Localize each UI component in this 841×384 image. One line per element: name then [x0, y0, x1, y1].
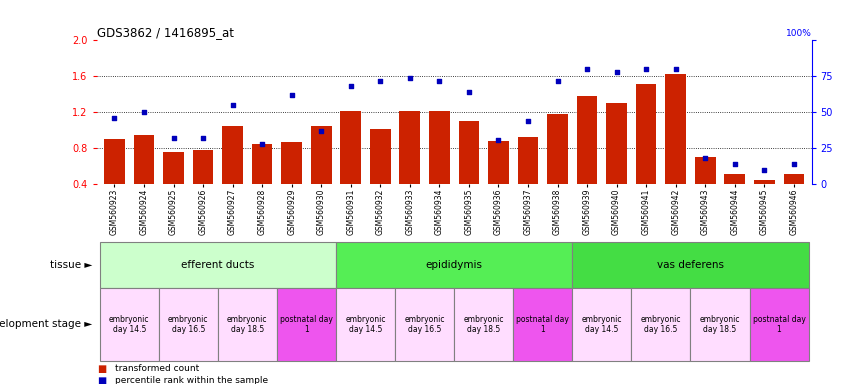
Bar [636, 84, 657, 220]
Text: embryonic
day 18.5: embryonic day 18.5 [463, 315, 504, 334]
Bar [336, 288, 395, 361]
Bar [695, 157, 716, 220]
Bar [251, 144, 272, 220]
Point [373, 78, 387, 84]
Bar [513, 288, 572, 361]
Bar [311, 126, 331, 220]
Point [463, 89, 476, 95]
Point [196, 135, 209, 141]
Text: embryonic
day 14.5: embryonic day 14.5 [109, 315, 150, 334]
Point [610, 69, 623, 75]
Text: efferent ducts: efferent ducts [181, 260, 255, 270]
Text: transformed count: transformed count [115, 364, 199, 373]
Point [639, 66, 653, 72]
Point [403, 74, 416, 81]
Bar [784, 174, 804, 220]
Point [728, 161, 742, 167]
Point [315, 128, 328, 134]
Text: embryonic
day 18.5: embryonic day 18.5 [700, 315, 740, 334]
Text: development stage ►: development stage ► [0, 319, 93, 329]
Bar [336, 242, 572, 288]
Text: postnatal day
1: postnatal day 1 [280, 315, 333, 334]
Bar [754, 180, 775, 220]
Text: 100%: 100% [785, 29, 812, 38]
Text: embryonic
day 16.5: embryonic day 16.5 [641, 315, 681, 334]
Bar [100, 242, 336, 288]
Point [285, 92, 299, 98]
Bar [749, 288, 808, 361]
Text: embryonic
day 14.5: embryonic day 14.5 [346, 315, 386, 334]
Bar [282, 142, 302, 220]
Bar [277, 288, 336, 361]
Text: vas deferens: vas deferens [657, 260, 724, 270]
Bar [193, 150, 214, 220]
Bar [163, 152, 184, 220]
Point [344, 83, 357, 89]
Text: embryonic
day 18.5: embryonic day 18.5 [227, 315, 267, 334]
Text: ■: ■ [97, 364, 106, 374]
Text: ■: ■ [97, 376, 106, 384]
Bar [488, 141, 509, 220]
Bar [632, 288, 690, 361]
Point [137, 109, 151, 115]
Bar [665, 74, 686, 220]
Text: embryonic
day 16.5: embryonic day 16.5 [405, 315, 445, 334]
Text: percentile rank within the sample: percentile rank within the sample [115, 376, 268, 384]
Text: epididymis: epididymis [426, 260, 483, 270]
Point [758, 167, 771, 173]
Bar [429, 111, 450, 220]
Bar [518, 137, 538, 220]
Text: postnatal day
1: postnatal day 1 [753, 315, 806, 334]
Text: postnatal day
1: postnatal day 1 [516, 315, 569, 334]
Point [521, 118, 535, 124]
Bar [690, 288, 749, 361]
Point [108, 115, 121, 121]
Point [551, 78, 564, 84]
Bar [104, 139, 124, 220]
Point [167, 135, 180, 141]
Point [580, 66, 594, 72]
Bar [572, 242, 808, 288]
Bar [606, 103, 627, 220]
Bar [577, 96, 597, 220]
Point [699, 156, 712, 162]
Point [432, 78, 446, 84]
Text: GDS3862 / 1416895_at: GDS3862 / 1416895_at [97, 26, 234, 39]
Bar [222, 126, 243, 220]
Point [492, 137, 505, 143]
Bar [572, 288, 632, 361]
Point [669, 66, 682, 72]
Bar [100, 288, 159, 361]
Bar [159, 288, 218, 361]
Bar [547, 114, 568, 220]
Point [226, 102, 240, 108]
Bar [724, 174, 745, 220]
Bar [399, 111, 420, 220]
Text: embryonic
day 16.5: embryonic day 16.5 [168, 315, 209, 334]
Bar [218, 288, 277, 361]
Bar [395, 288, 454, 361]
Bar [341, 111, 361, 220]
Text: embryonic
day 14.5: embryonic day 14.5 [582, 315, 622, 334]
Bar [134, 135, 154, 220]
Point [787, 161, 801, 167]
Text: tissue ►: tissue ► [50, 260, 93, 270]
Bar [458, 121, 479, 220]
Bar [370, 129, 390, 220]
Bar [454, 288, 513, 361]
Point [256, 141, 269, 147]
